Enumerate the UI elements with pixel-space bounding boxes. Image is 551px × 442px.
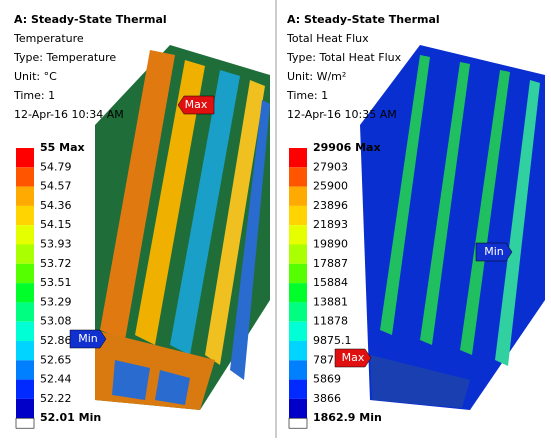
- legend-swatch: [16, 322, 34, 341]
- legend-label: 29906 Max: [313, 141, 381, 154]
- legend-label: 52.01 Min: [40, 411, 101, 424]
- legend-swatch: [289, 341, 307, 360]
- min-tag: Min: [484, 245, 504, 258]
- legend-label: 25900: [313, 180, 348, 193]
- max-tag: Max: [185, 98, 208, 111]
- legend-swatch: [16, 399, 34, 418]
- legend-label: 17887: [313, 257, 348, 270]
- legend-label: 53.29: [40, 295, 72, 308]
- legend-swatch: [16, 380, 34, 399]
- legend-swatch: [289, 206, 307, 225]
- legend-label: 15884: [313, 276, 348, 289]
- header-line: Type: Total Heat Flux: [286, 51, 402, 64]
- header-line: Unit: °C: [14, 70, 57, 83]
- legend-label: 13881: [313, 295, 348, 308]
- header-line: Time: 1: [286, 89, 328, 102]
- legend-swatch: [16, 360, 34, 379]
- legend-swatch: [16, 283, 34, 302]
- header-line: 12-Apr-16 10:34 AM: [14, 108, 124, 121]
- header-line: A: Steady-State Thermal: [14, 13, 167, 26]
- legend-swatch: [289, 322, 307, 341]
- legend-swatch: [289, 245, 307, 264]
- legend-label: 3866: [313, 392, 341, 405]
- legend-swatch: [16, 187, 34, 206]
- legend-label: 27903: [313, 160, 348, 173]
- legend-swatch: [16, 245, 34, 264]
- min-tag: Min: [78, 332, 98, 345]
- header-line: Temperature: [13, 32, 84, 45]
- legend-label: 53.93: [40, 238, 72, 251]
- legend-label: 53.51: [40, 276, 72, 289]
- legend-label: 52.44: [40, 373, 72, 386]
- legend-swatch: [289, 418, 307, 428]
- legend-label: 53.08: [40, 315, 72, 328]
- legend-label: 53.72: [40, 257, 72, 270]
- legend-label: 11878: [313, 315, 348, 328]
- legend-swatch: [289, 148, 307, 167]
- legend-swatch: [16, 418, 34, 428]
- legend-swatch: [289, 187, 307, 206]
- header-line: Total Heat Flux: [286, 32, 369, 45]
- legend-label: 54.57: [40, 180, 72, 193]
- screenshot: A: Steady-State Thermal Temperature Type: …: [0, 0, 551, 438]
- legend-label: 23896: [313, 199, 348, 212]
- legend-swatch: [16, 341, 34, 360]
- legend-swatch: [289, 167, 307, 186]
- max-tag: Max: [342, 351, 365, 364]
- legend-label: 52.22: [40, 392, 72, 405]
- legend-label: 9875.1: [313, 334, 352, 347]
- legend-label: 54.79: [40, 160, 72, 173]
- legend-swatch: [289, 399, 307, 418]
- legend-label: 52.86: [40, 334, 72, 347]
- header-line: Unit: W/m²: [287, 70, 346, 83]
- legend-swatch: [16, 206, 34, 225]
- legend-label: 54.36: [40, 199, 72, 212]
- legend-swatch: [16, 148, 34, 167]
- header-line: 12-Apr-16 10:35 AM: [287, 108, 397, 121]
- legend-label: 52.65: [40, 353, 72, 366]
- legend-swatch: [16, 264, 34, 283]
- legend-swatch: [16, 302, 34, 321]
- legend-swatch: [16, 225, 34, 244]
- legend-swatch: [16, 167, 34, 186]
- legend-label: 1862.9 Min: [313, 411, 382, 424]
- legend-swatch: [289, 302, 307, 321]
- legend-swatch: [289, 380, 307, 399]
- legend-label: 55 Max: [40, 141, 85, 154]
- header-line: A: Steady-State Thermal: [287, 13, 440, 26]
- header-line: Time: 1: [13, 89, 55, 102]
- legend-label: 54.15: [40, 218, 72, 231]
- legend-swatch: [289, 283, 307, 302]
- legend-swatch: [289, 264, 307, 283]
- legend-label: 21893: [313, 218, 348, 231]
- legend-label: 5869: [313, 373, 341, 386]
- legend-label: 19890: [313, 238, 348, 251]
- legend-swatch: [289, 360, 307, 379]
- legend-swatch: [289, 225, 307, 244]
- header-line: Type: Temperature: [13, 51, 116, 64]
